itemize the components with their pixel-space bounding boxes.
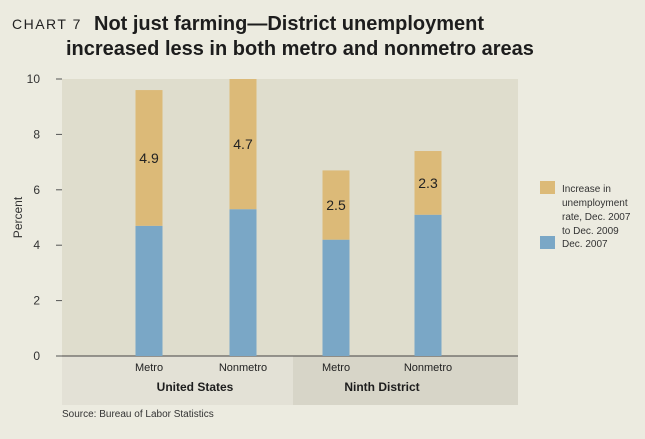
chart-label: CHART 7 xyxy=(12,16,82,32)
y-axis-label: Percent xyxy=(11,196,25,238)
bar-increase xyxy=(414,151,442,215)
bar-data-label: 2.5 xyxy=(326,197,346,213)
bar-increase xyxy=(135,90,163,226)
x-category-label: Nonmetro xyxy=(219,362,267,374)
bar-data-label: 4.7 xyxy=(233,136,253,152)
bar-dec-2007 xyxy=(414,214,442,356)
group-band-united-states xyxy=(62,356,293,405)
y-tick-label: 10 xyxy=(27,72,41,86)
legend-text: unemployment xyxy=(562,198,628,209)
x-category-label: Metro xyxy=(135,362,163,374)
group-band-ninth-district xyxy=(293,356,518,405)
y-tick-label: 4 xyxy=(33,238,40,252)
bar-dec-2007 xyxy=(135,225,163,356)
bar-data-label: 2.3 xyxy=(418,175,438,191)
x-group-label: United States xyxy=(157,380,234,394)
chart-title-line-2: increased less in both metro and nonmetr… xyxy=(66,38,534,60)
legend-text: rate, Dec. 2007 xyxy=(562,212,631,223)
y-tick-label: 8 xyxy=(33,127,40,141)
bar-increase xyxy=(322,170,350,240)
x-category-label: Metro xyxy=(322,362,350,374)
bar-dec-2007 xyxy=(322,239,350,356)
legend-swatch xyxy=(540,236,555,249)
y-tick-label: 2 xyxy=(33,294,40,308)
legend-text: Increase in xyxy=(562,184,611,195)
legend-text: to Dec. 2009 xyxy=(562,226,619,237)
x-group-label: Ninth District xyxy=(344,380,419,394)
source-note: Source: Bureau of Labor Statistics xyxy=(62,409,214,420)
legend-text: Dec. 2007 xyxy=(562,239,608,250)
chart-title: Not just farming—District unemployment i… xyxy=(66,12,626,62)
bar-dec-2007 xyxy=(229,209,257,356)
plot-area xyxy=(62,79,518,356)
bar-data-label: 4.9 xyxy=(139,150,159,166)
y-tick-label: 6 xyxy=(33,183,40,197)
legend-swatch xyxy=(540,181,555,194)
y-tick-label: 0 xyxy=(33,349,40,363)
x-category-label: Nonmetro xyxy=(404,362,452,374)
bar-increase xyxy=(229,79,257,210)
chart-title-line-1: Not just farming—District unemployment xyxy=(94,13,485,35)
